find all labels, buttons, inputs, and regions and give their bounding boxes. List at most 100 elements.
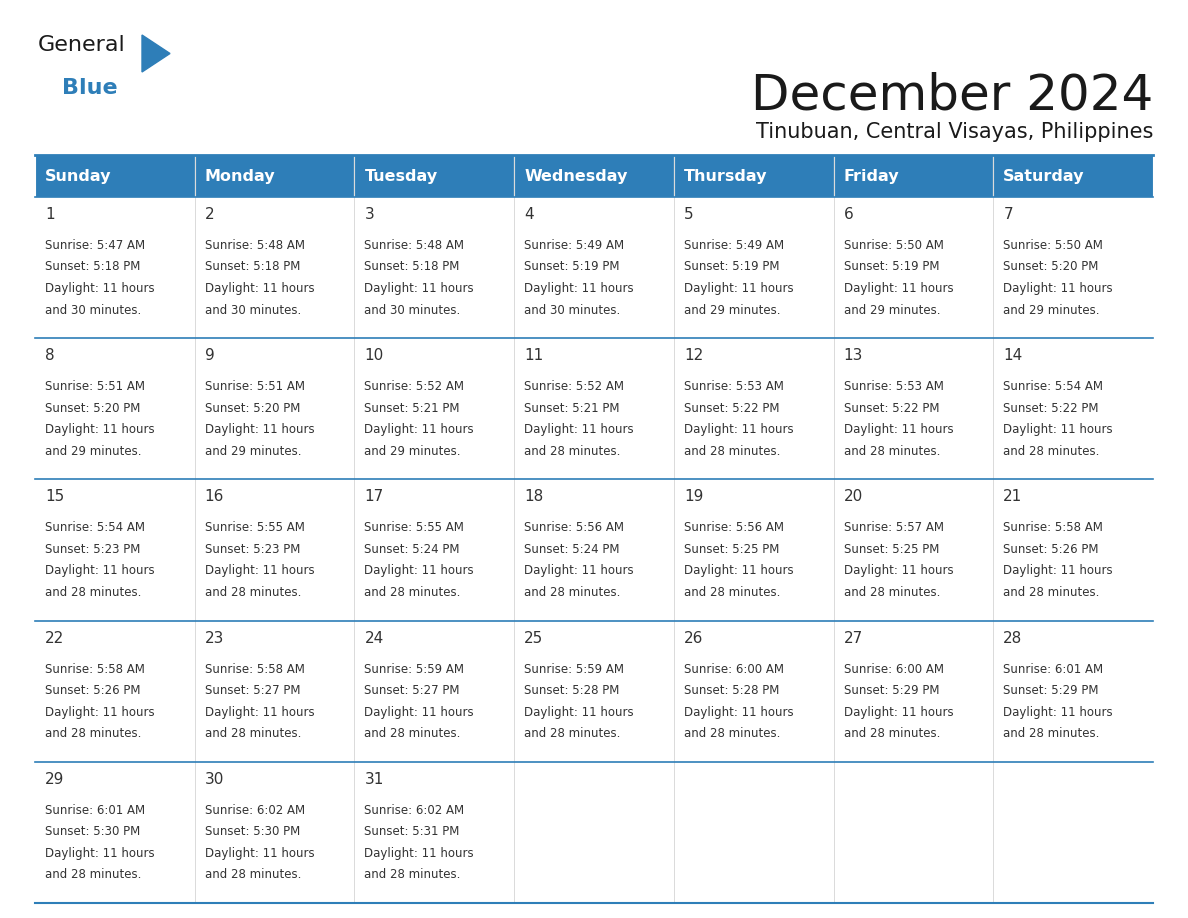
Text: and 28 minutes.: and 28 minutes. <box>684 444 781 458</box>
Bar <box>34 197 195 338</box>
Bar <box>834 155 993 197</box>
Bar <box>354 155 514 197</box>
Bar <box>674 621 834 762</box>
Bar <box>195 621 354 762</box>
Text: December 2024: December 2024 <box>751 72 1154 120</box>
Text: Daylight: 11 hours: Daylight: 11 hours <box>1004 565 1113 577</box>
Text: and 28 minutes.: and 28 minutes. <box>843 727 940 740</box>
Text: Sunrise: 5:54 AM: Sunrise: 5:54 AM <box>1004 380 1104 393</box>
Text: and 30 minutes.: and 30 minutes. <box>524 304 620 317</box>
Bar <box>674 155 834 197</box>
Text: and 28 minutes.: and 28 minutes. <box>45 586 141 599</box>
Bar <box>514 479 674 621</box>
Text: Sunrise: 6:01 AM: Sunrise: 6:01 AM <box>45 804 145 817</box>
Bar <box>993 197 1154 338</box>
Text: 25: 25 <box>524 631 543 645</box>
Text: Sunset: 5:21 PM: Sunset: 5:21 PM <box>524 402 620 415</box>
Text: 5: 5 <box>684 207 694 222</box>
Text: Daylight: 11 hours: Daylight: 11 hours <box>204 423 315 436</box>
Text: Sunset: 5:21 PM: Sunset: 5:21 PM <box>365 402 460 415</box>
Bar <box>195 155 354 197</box>
Bar <box>834 197 993 338</box>
Text: Sunrise: 5:57 AM: Sunrise: 5:57 AM <box>843 521 943 534</box>
Text: 15: 15 <box>45 489 64 504</box>
Text: Daylight: 11 hours: Daylight: 11 hours <box>843 282 953 295</box>
Text: 14: 14 <box>1004 348 1023 364</box>
Text: Sunrise: 5:58 AM: Sunrise: 5:58 AM <box>45 663 145 676</box>
Bar <box>674 197 834 338</box>
Text: Sunrise: 5:58 AM: Sunrise: 5:58 AM <box>1004 521 1104 534</box>
Text: Daylight: 11 hours: Daylight: 11 hours <box>45 565 154 577</box>
Text: Tuesday: Tuesday <box>365 169 437 184</box>
Text: Sunset: 5:18 PM: Sunset: 5:18 PM <box>204 261 301 274</box>
Text: and 28 minutes.: and 28 minutes. <box>524 444 620 458</box>
Text: 29: 29 <box>45 772 64 787</box>
Text: Thursday: Thursday <box>684 169 767 184</box>
Text: Sunrise: 5:56 AM: Sunrise: 5:56 AM <box>524 521 624 534</box>
Text: Sunset: 5:20 PM: Sunset: 5:20 PM <box>1004 261 1099 274</box>
Text: Sunset: 5:31 PM: Sunset: 5:31 PM <box>365 825 460 838</box>
Text: and 28 minutes.: and 28 minutes. <box>843 444 940 458</box>
Text: 16: 16 <box>204 489 225 504</box>
Text: Sunset: 5:30 PM: Sunset: 5:30 PM <box>45 825 140 838</box>
Text: 24: 24 <box>365 631 384 645</box>
Text: Sunrise: 5:49 AM: Sunrise: 5:49 AM <box>684 239 784 252</box>
Text: 19: 19 <box>684 489 703 504</box>
Text: Daylight: 11 hours: Daylight: 11 hours <box>524 423 633 436</box>
Text: Sunset: 5:19 PM: Sunset: 5:19 PM <box>684 261 779 274</box>
Text: Daylight: 11 hours: Daylight: 11 hours <box>45 282 154 295</box>
Text: 8: 8 <box>45 348 55 364</box>
Text: Sunrise: 5:48 AM: Sunrise: 5:48 AM <box>204 239 304 252</box>
Text: 27: 27 <box>843 631 862 645</box>
Text: Sunset: 5:19 PM: Sunset: 5:19 PM <box>843 261 939 274</box>
Text: Sunrise: 5:49 AM: Sunrise: 5:49 AM <box>524 239 624 252</box>
Bar <box>195 338 354 479</box>
Text: and 29 minutes.: and 29 minutes. <box>365 444 461 458</box>
Text: Sunset: 5:18 PM: Sunset: 5:18 PM <box>45 261 140 274</box>
Text: Tinubuan, Central Visayas, Philippines: Tinubuan, Central Visayas, Philippines <box>756 122 1154 142</box>
Bar <box>354 338 514 479</box>
Text: 18: 18 <box>524 489 543 504</box>
Text: 4: 4 <box>524 207 533 222</box>
Bar <box>354 479 514 621</box>
Text: Sunset: 5:29 PM: Sunset: 5:29 PM <box>843 684 939 697</box>
Text: Sunset: 5:20 PM: Sunset: 5:20 PM <box>204 402 301 415</box>
Text: Sunrise: 6:00 AM: Sunrise: 6:00 AM <box>843 663 943 676</box>
Text: Daylight: 11 hours: Daylight: 11 hours <box>45 846 154 860</box>
Text: Sunrise: 5:50 AM: Sunrise: 5:50 AM <box>843 239 943 252</box>
Text: 9: 9 <box>204 348 215 364</box>
Bar <box>834 338 993 479</box>
Text: Daylight: 11 hours: Daylight: 11 hours <box>365 846 474 860</box>
Text: Sunrise: 5:56 AM: Sunrise: 5:56 AM <box>684 521 784 534</box>
Bar <box>354 621 514 762</box>
Text: Sunrise: 5:53 AM: Sunrise: 5:53 AM <box>843 380 943 393</box>
Text: Daylight: 11 hours: Daylight: 11 hours <box>843 423 953 436</box>
Text: and 28 minutes.: and 28 minutes. <box>1004 444 1100 458</box>
Text: and 28 minutes.: and 28 minutes. <box>365 868 461 881</box>
Text: Sunrise: 5:55 AM: Sunrise: 5:55 AM <box>204 521 304 534</box>
Text: Blue: Blue <box>62 78 118 98</box>
Text: and 28 minutes.: and 28 minutes. <box>524 586 620 599</box>
Text: Daylight: 11 hours: Daylight: 11 hours <box>524 706 633 719</box>
Bar <box>34 479 195 621</box>
Text: Sunrise: 5:59 AM: Sunrise: 5:59 AM <box>365 663 465 676</box>
Bar <box>993 338 1154 479</box>
Text: Monday: Monday <box>204 169 276 184</box>
Text: 13: 13 <box>843 348 862 364</box>
Bar <box>514 197 674 338</box>
Bar <box>514 155 674 197</box>
Text: Sunrise: 5:55 AM: Sunrise: 5:55 AM <box>365 521 465 534</box>
Text: and 30 minutes.: and 30 minutes. <box>365 304 461 317</box>
Text: Sunset: 5:19 PM: Sunset: 5:19 PM <box>524 261 620 274</box>
Text: and 29 minutes.: and 29 minutes. <box>684 304 781 317</box>
Text: Sunrise: 5:47 AM: Sunrise: 5:47 AM <box>45 239 145 252</box>
Text: Sunset: 5:27 PM: Sunset: 5:27 PM <box>204 684 301 697</box>
Text: Sunrise: 5:51 AM: Sunrise: 5:51 AM <box>204 380 304 393</box>
Bar <box>195 762 354 903</box>
Bar <box>674 479 834 621</box>
Text: 26: 26 <box>684 631 703 645</box>
Text: and 30 minutes.: and 30 minutes. <box>45 304 141 317</box>
Text: Sunset: 5:24 PM: Sunset: 5:24 PM <box>365 543 460 556</box>
Text: 30: 30 <box>204 772 225 787</box>
Text: and 29 minutes.: and 29 minutes. <box>45 444 141 458</box>
